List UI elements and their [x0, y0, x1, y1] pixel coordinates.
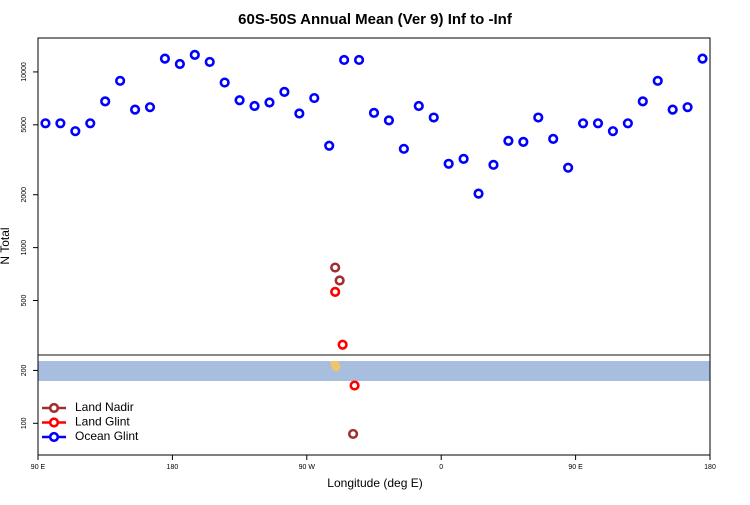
point	[563, 162, 574, 173]
point	[368, 107, 380, 118]
map-strip	[38, 361, 710, 381]
point	[488, 159, 499, 170]
point	[349, 380, 360, 391]
point	[413, 100, 424, 112]
point	[189, 49, 200, 61]
point	[607, 126, 619, 137]
point	[294, 108, 305, 119]
point	[443, 158, 454, 169]
point	[55, 118, 66, 129]
legend-label: Ocean Glint	[75, 429, 139, 443]
point	[309, 92, 320, 104]
land-patch	[330, 361, 341, 372]
y-tick-label: 2000	[21, 187, 28, 203]
point	[334, 275, 345, 286]
legend-marker	[48, 417, 60, 428]
point	[592, 118, 604, 129]
x-tick-label: 0	[439, 464, 443, 471]
point	[144, 102, 156, 113]
point	[473, 188, 484, 199]
point	[234, 95, 245, 106]
y-tick-label: 500	[21, 295, 28, 307]
y-tick-label: 1000	[21, 240, 28, 256]
x-tick-label: 180	[704, 464, 716, 471]
point	[518, 136, 529, 147]
legend-marker	[48, 431, 60, 443]
y-tick-label: 200	[21, 364, 28, 376]
point	[330, 262, 341, 273]
y-tick-label: 10000	[21, 62, 28, 82]
legend-label: Land Nadir	[75, 400, 134, 414]
point	[428, 112, 439, 123]
point	[622, 118, 633, 129]
point	[264, 97, 275, 108]
point	[204, 56, 215, 68]
point	[383, 115, 395, 126]
point	[279, 86, 290, 97]
legend-marker	[48, 402, 60, 414]
point	[129, 104, 141, 115]
y-tick-label: 5000	[21, 117, 28, 133]
point	[174, 58, 185, 70]
point	[339, 54, 350, 66]
point	[70, 126, 81, 137]
point	[353, 54, 365, 66]
point	[115, 75, 126, 86]
point	[458, 153, 469, 164]
point	[652, 75, 663, 86]
x-tick-label: 90 E	[31, 464, 46, 471]
chart-title: 60S-50S Annual Mean (Ver 9) Inf to -Inf	[238, 11, 513, 28]
legend-label: Land Glint	[75, 415, 130, 429]
point	[697, 53, 708, 64]
point	[337, 339, 348, 350]
point	[330, 286, 341, 297]
point	[347, 428, 359, 440]
y-tick-label: 100	[21, 417, 28, 429]
point	[637, 96, 648, 107]
point	[667, 104, 678, 115]
point	[100, 96, 111, 107]
y-axis-label: N Total	[0, 227, 12, 264]
x-tick-label: 90 E	[568, 464, 583, 471]
x-axis-label: Longitude (deg E)	[327, 476, 422, 490]
point	[548, 133, 559, 144]
point	[85, 118, 96, 129]
point	[324, 140, 335, 151]
plot-frame	[37, 37, 711, 456]
point	[398, 143, 409, 154]
point	[219, 77, 230, 88]
point	[577, 118, 589, 129]
point	[249, 100, 260, 112]
x-tick-label: 90 W	[299, 464, 316, 471]
point	[682, 102, 693, 113]
point	[503, 135, 514, 146]
x-tick-label: 180	[167, 464, 179, 471]
point	[159, 53, 171, 64]
point	[533, 112, 544, 123]
point	[40, 118, 51, 129]
